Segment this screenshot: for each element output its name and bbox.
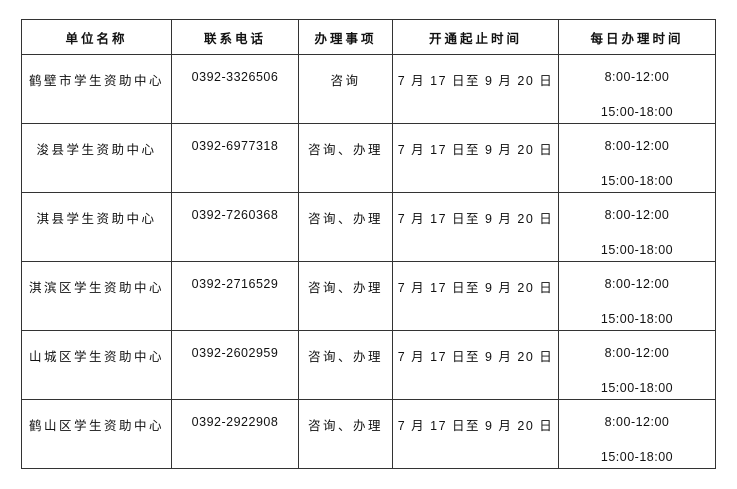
afternoon-hours: 15:00-18:00	[600, 381, 674, 395]
service-cell: 咨询、办理	[298, 330, 393, 400]
header-phone: 联系电话	[171, 19, 299, 55]
unit-name-cell: 淇滨区学生资助中心	[21, 261, 172, 331]
service-type: 咨询、办理	[307, 212, 383, 226]
afternoon-hours: 15:00-18:00	[600, 105, 674, 119]
period-cell: 7 月 17 日至 9 月 20 日	[392, 261, 559, 331]
unit-name-cell: 浚县学生资助中心	[21, 123, 172, 193]
hours-cell: 8:00-12:00 15:00-18:00	[558, 123, 716, 193]
service-type: 咨询、办理	[307, 350, 383, 364]
unit-name-cell: 鹤壁市学生资助中心	[21, 54, 172, 124]
phone-cell: 0392-3326506	[171, 54, 299, 124]
open-period: 7 月 17 日至 9 月 20 日	[397, 281, 554, 295]
hours-cell: 8:00-12:00 15:00-18:00	[558, 192, 716, 262]
phone-number: 0392-2716529	[191, 277, 279, 291]
afternoon-hours: 15:00-18:00	[600, 450, 674, 464]
hours-cell: 8:00-12:00 15:00-18:00	[558, 261, 716, 331]
service-type: 咨询、办理	[307, 281, 383, 295]
unit-name-cell: 淇县学生资助中心	[21, 192, 172, 262]
open-period: 7 月 17 日至 9 月 20 日	[397, 350, 554, 364]
service-type: 咨询、办理	[307, 419, 383, 433]
table-row: 鹤山区学生资助中心 0392-2922908 咨询、办理 7 月 17 日至 9…	[21, 399, 716, 469]
hours-cell: 8:00-12:00 15:00-18:00	[558, 399, 716, 469]
phone-cell: 0392-6977318	[171, 123, 299, 193]
open-period: 7 月 17 日至 9 月 20 日	[397, 419, 554, 433]
table-header-row: 单位名称 联系电话 办理事项 开通起止时间 每日办理时间	[21, 19, 716, 55]
phone-number: 0392-7260368	[191, 208, 279, 222]
phone-cell: 0392-2922908	[171, 399, 299, 469]
morning-hours: 8:00-12:00	[604, 346, 670, 360]
morning-hours: 8:00-12:00	[604, 139, 670, 153]
hours-cell: 8:00-12:00 15:00-18:00	[558, 330, 716, 400]
table-row: 淇滨区学生资助中心 0392-2716529 咨询、办理 7 月 17 日至 9…	[21, 261, 716, 331]
unit-name: 山城区学生资助中心	[28, 350, 164, 364]
phone-number: 0392-2922908	[191, 415, 279, 429]
unit-name: 鹤山区学生资助中心	[28, 419, 164, 433]
header-service: 办理事项	[298, 19, 393, 55]
service-cell: 咨询、办理	[298, 192, 393, 262]
table-row: 山城区学生资助中心 0392-2602959 咨询、办理 7 月 17 日至 9…	[21, 330, 716, 400]
table-row: 淇县学生资助中心 0392-7260368 咨询、办理 7 月 17 日至 9 …	[21, 192, 716, 262]
unit-name: 淇滨区学生资助中心	[28, 281, 164, 295]
service-table: 单位名称 联系电话 办理事项 开通起止时间 每日办理时间 鹤壁市学生资助中心 0…	[21, 19, 716, 469]
service-type: 咨询	[330, 74, 361, 88]
morning-hours: 8:00-12:00	[604, 277, 670, 291]
service-cell: 咨询、办理	[298, 261, 393, 331]
morning-hours: 8:00-12:00	[604, 415, 670, 429]
period-cell: 7 月 17 日至 9 月 20 日	[392, 330, 559, 400]
afternoon-hours: 15:00-18:00	[600, 243, 674, 257]
phone-number: 0392-3326506	[191, 70, 279, 84]
open-period: 7 月 17 日至 9 月 20 日	[397, 74, 554, 88]
header-daily-hours: 每日办理时间	[558, 19, 716, 55]
phone-number: 0392-2602959	[191, 346, 279, 360]
hours-cell: 8:00-12:00 15:00-18:00	[558, 54, 716, 124]
service-cell: 咨询、办理	[298, 123, 393, 193]
header-period: 开通起止时间	[392, 19, 559, 55]
period-cell: 7 月 17 日至 9 月 20 日	[392, 399, 559, 469]
unit-name: 浚县学生资助中心	[36, 143, 157, 157]
phone-cell: 0392-2716529	[171, 261, 299, 331]
morning-hours: 8:00-12:00	[604, 70, 670, 84]
afternoon-hours: 15:00-18:00	[600, 312, 674, 326]
open-period: 7 月 17 日至 9 月 20 日	[397, 212, 554, 226]
phone-cell: 0392-7260368	[171, 192, 299, 262]
unit-name: 淇县学生资助中心	[36, 212, 157, 226]
unit-name-cell: 山城区学生资助中心	[21, 330, 172, 400]
unit-name-cell: 鹤山区学生资助中心	[21, 399, 172, 469]
period-cell: 7 月 17 日至 9 月 20 日	[392, 54, 559, 124]
morning-hours: 8:00-12:00	[604, 208, 670, 222]
afternoon-hours: 15:00-18:00	[600, 174, 674, 188]
period-cell: 7 月 17 日至 9 月 20 日	[392, 123, 559, 193]
service-cell: 咨询	[298, 54, 393, 124]
period-cell: 7 月 17 日至 9 月 20 日	[392, 192, 559, 262]
service-cell: 咨询、办理	[298, 399, 393, 469]
header-unit-name: 单位名称	[21, 19, 172, 55]
open-period: 7 月 17 日至 9 月 20 日	[397, 143, 554, 157]
phone-number: 0392-6977318	[191, 139, 279, 153]
unit-name: 鹤壁市学生资助中心	[28, 74, 164, 88]
table-row: 浚县学生资助中心 0392-6977318 咨询、办理 7 月 17 日至 9 …	[21, 123, 716, 193]
table-row: 鹤壁市学生资助中心 0392-3326506 咨询 7 月 17 日至 9 月 …	[21, 54, 716, 124]
service-type: 咨询、办理	[307, 143, 383, 157]
phone-cell: 0392-2602959	[171, 330, 299, 400]
